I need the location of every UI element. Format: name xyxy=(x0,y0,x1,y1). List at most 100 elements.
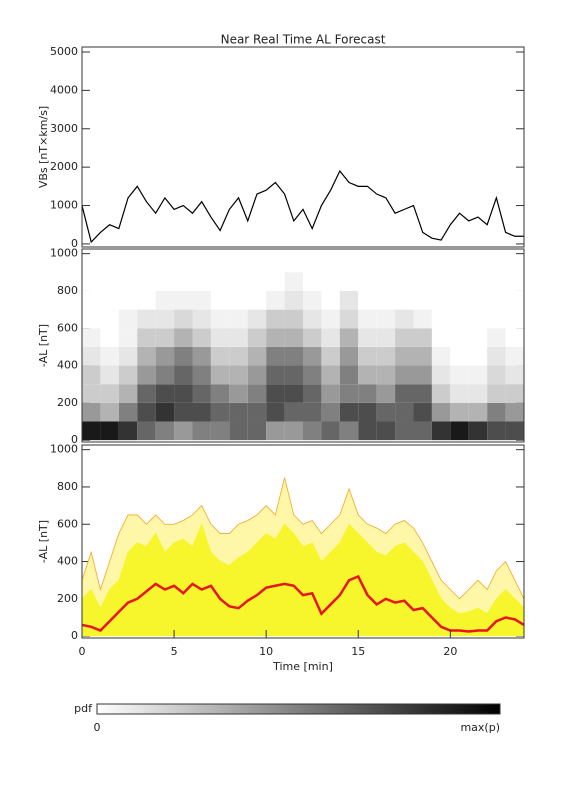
heat-cell xyxy=(468,365,488,385)
y-axis-label: VBs [nT×km/s] xyxy=(37,106,50,188)
heat-cell xyxy=(82,272,101,291)
heat-cell xyxy=(82,421,101,441)
heat-cell xyxy=(431,421,451,441)
heat-cell xyxy=(229,402,248,422)
heat-cell xyxy=(303,346,322,366)
x-tick-label: 0 xyxy=(79,645,86,658)
heat-cell xyxy=(450,290,469,310)
heat-cell xyxy=(487,402,506,422)
area-edge xyxy=(81,477,525,600)
heat-cell xyxy=(339,290,359,310)
heat-cell xyxy=(82,384,101,403)
heat-cell xyxy=(487,309,506,329)
heat-cell xyxy=(210,290,230,310)
heat-cell xyxy=(192,346,211,366)
heat-cell xyxy=(192,272,211,291)
heat-cell xyxy=(339,346,359,366)
heat-cell xyxy=(413,346,432,366)
heat-cell xyxy=(431,272,451,291)
y-tick-label: 200 xyxy=(57,592,78,605)
heat-cell xyxy=(468,346,488,366)
heat-cell xyxy=(284,402,303,422)
heat-cell xyxy=(118,402,138,422)
heat-cell xyxy=(303,272,322,291)
heat-cell xyxy=(192,290,211,310)
heat-cell xyxy=(247,402,267,422)
x-tick-label: 10 xyxy=(259,645,273,658)
heat-cell xyxy=(174,346,193,366)
heat-cell xyxy=(395,290,414,310)
heat-cell xyxy=(118,346,138,366)
heat-cell xyxy=(155,365,175,385)
heat-cell xyxy=(192,402,211,422)
heat-cell xyxy=(431,328,451,347)
heat-cell xyxy=(468,384,488,403)
x-tick-label: 20 xyxy=(443,645,457,658)
heat-cell xyxy=(358,328,377,347)
heat-cell xyxy=(229,421,248,441)
heat-cell xyxy=(266,346,285,366)
heat-cell xyxy=(321,365,340,385)
heat-cell xyxy=(358,290,377,310)
heat-cell xyxy=(321,402,340,422)
y-tick-label: 400 xyxy=(57,359,78,372)
heat-cell xyxy=(137,421,156,441)
heat-cell xyxy=(118,290,138,310)
heat-cell xyxy=(339,309,359,329)
heat-cell xyxy=(450,421,469,441)
y-axis-label: -AL [nT] xyxy=(37,324,50,367)
heat-cell xyxy=(82,290,101,310)
x-tick-label: 5 xyxy=(171,645,178,658)
heat-cell xyxy=(100,402,119,422)
heat-cell xyxy=(100,309,119,329)
heat-cell xyxy=(192,365,211,385)
heat-cell xyxy=(413,272,432,291)
y-tick-label: 1000 xyxy=(50,199,78,212)
heat-cell xyxy=(266,384,285,403)
heat-cell xyxy=(137,384,156,403)
heat-cell xyxy=(395,309,414,329)
heat-cell xyxy=(82,365,101,385)
heat-cell xyxy=(487,272,506,291)
heat-cell xyxy=(82,309,101,329)
y-tick-label: 400 xyxy=(57,555,78,568)
heat-cell xyxy=(358,421,377,441)
chart-title: Near Real Time AL Forecast xyxy=(221,33,386,47)
heat-cell xyxy=(174,365,193,385)
y-tick-label: 800 xyxy=(57,284,78,297)
y-tick-label: 600 xyxy=(57,517,78,530)
heat-cell xyxy=(376,272,396,291)
heat-cell xyxy=(229,272,248,291)
heat-cell xyxy=(303,290,322,310)
y-tick-label: 0 xyxy=(71,433,78,446)
heat-cell xyxy=(155,402,175,422)
heat-cell xyxy=(229,365,248,385)
heat-cell xyxy=(505,421,524,441)
heat-cell xyxy=(210,402,230,422)
heat-cell xyxy=(358,402,377,422)
heat-cell xyxy=(284,346,303,366)
heat-cell xyxy=(376,346,396,366)
colorbar-max-label: max(p) xyxy=(460,721,500,734)
heat-cell xyxy=(413,309,432,329)
heat-cell xyxy=(505,328,524,347)
panel: 0 200 400 600 800 1000 -AL [nT] 0 5 10 15 20 xyxy=(37,443,525,658)
heat-cell xyxy=(118,309,138,329)
heat-cell xyxy=(505,365,524,385)
heat-cell xyxy=(118,272,138,291)
heat-cell xyxy=(100,290,119,310)
heat-cell xyxy=(192,421,211,441)
heat-cell xyxy=(210,421,230,441)
heat-cell xyxy=(431,309,451,329)
heat-cell xyxy=(284,365,303,385)
heat-cell xyxy=(376,309,396,329)
heat-cell xyxy=(358,309,377,329)
heat-cell xyxy=(339,365,359,385)
heat-cell xyxy=(339,328,359,347)
heat-cell xyxy=(137,272,156,291)
heat-cell xyxy=(413,421,432,441)
heat-cell xyxy=(395,402,414,422)
heat-cell xyxy=(450,365,469,385)
heat-cell xyxy=(266,402,285,422)
heat-cell xyxy=(395,421,414,441)
